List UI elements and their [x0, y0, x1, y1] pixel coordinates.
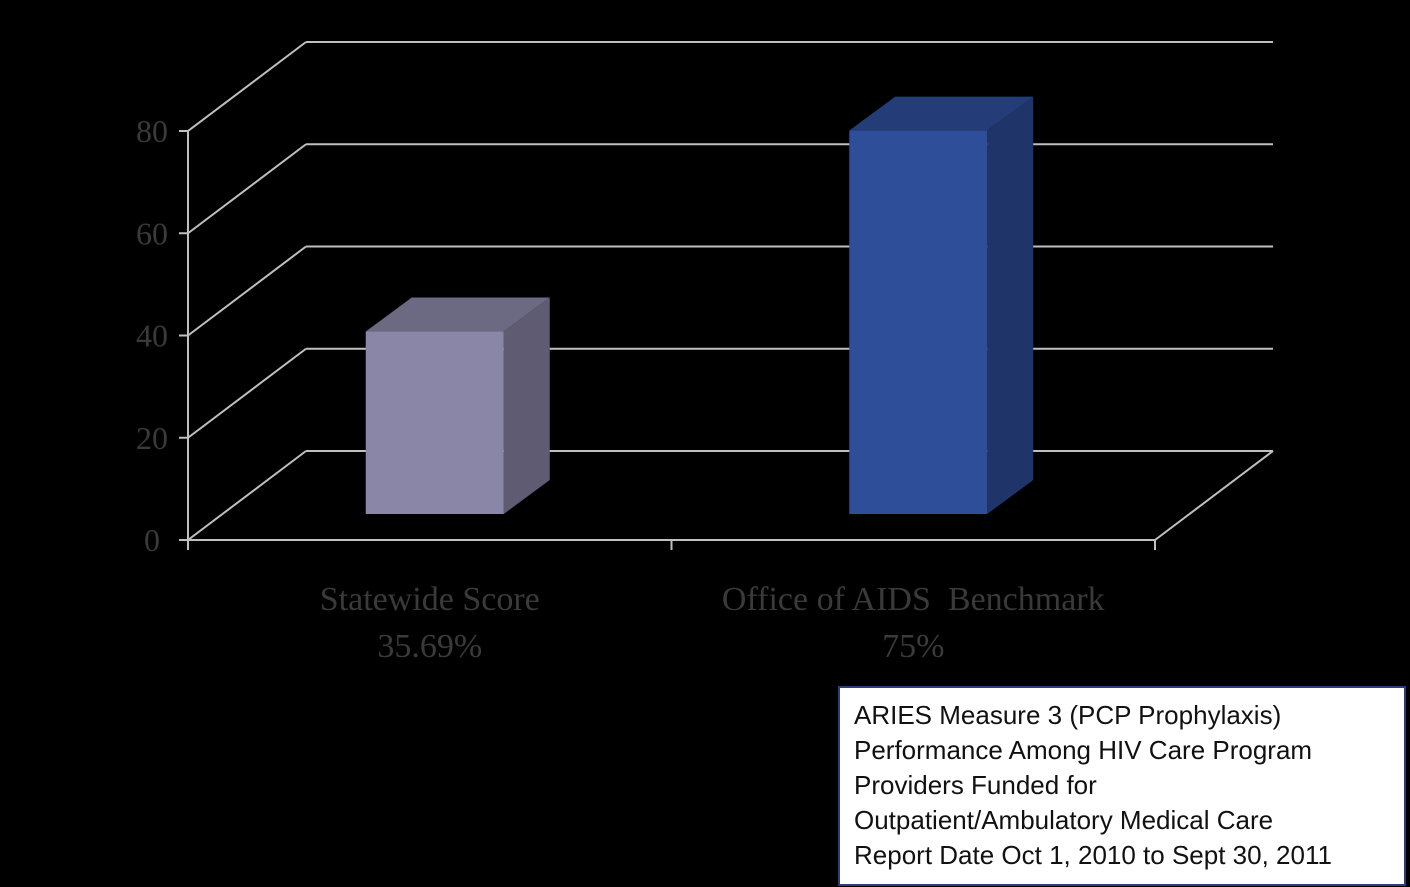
x-category-label-2: Office of AIDS Benchmark [722, 581, 1105, 618]
bar-2-front [849, 130, 988, 514]
bar-1-top [365, 297, 550, 332]
bar-1 [365, 297, 550, 514]
gridline-side-20 [187, 347, 307, 439]
bar-2-top [849, 96, 1034, 131]
y-tick-label-40: 40 [136, 318, 168, 354]
bar-2 [849, 96, 1034, 514]
y-tick-label-60: 60 [136, 215, 168, 251]
y-tick-label-0: 0 [144, 522, 160, 558]
chart-note-box: ARIES Measure 3 (PCP Prophylaxis) Perfor… [838, 686, 1406, 886]
bar-2-side [987, 96, 1034, 514]
note-line-5: Report Date Oct 1, 2010 to Sept 30, 2011 [854, 840, 1332, 870]
x-category-sublabel-2: 75% [882, 628, 944, 665]
x-category-label-1: Statewide Score [320, 581, 540, 618]
note-line-3: Providers Funded for [854, 770, 1097, 800]
y-tick-label-20: 20 [136, 420, 168, 456]
note-line-2: Performance Among HIV Care Program [854, 735, 1313, 765]
floor-right-edge [1154, 450, 1274, 541]
bar-1-front [365, 331, 504, 514]
x-category-sublabel-1: 35.69% [377, 628, 482, 665]
bars [365, 96, 1034, 514]
gridlines [187, 41, 1273, 541]
gridline-side-80 [187, 41, 307, 132]
note-line-4: Outpatient/Ambulatory Medical Care [854, 805, 1274, 835]
gridline-side-40 [187, 245, 307, 337]
axes [179, 130, 1274, 550]
bar-1-side [503, 297, 550, 514]
gridline-side-0 [187, 450, 307, 541]
note-line-1: ARIES Measure 3 (PCP Prophylaxis) [854, 700, 1282, 730]
gridline-side-60 [187, 143, 307, 235]
labels: 0 20 40 60 80 Statewide Score 35.69% Office of … [136, 113, 1105, 665]
y-tick-label-80: 80 [136, 113, 168, 149]
